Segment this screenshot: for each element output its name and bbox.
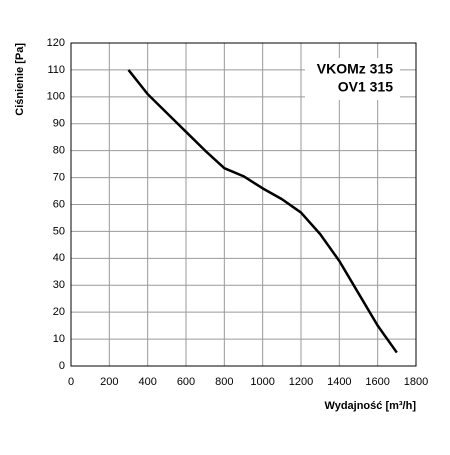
plot-frame [70,42,417,367]
y-axis-label: Ciśnienie [Pa] [14,43,26,116]
y-tick-label: 20 [53,306,65,318]
annotation: VKOMz 315 [317,61,393,77]
x-axis-label: Wydajność [m³/h] [325,400,417,412]
annotation: OV1 315 [338,79,393,95]
curve [127,69,398,354]
y-tick-label: 100 [47,91,65,103]
y-tick-label: 10 [53,333,65,345]
y-tick-label: 90 [53,118,65,130]
x-tick-label: 1400 [327,376,351,388]
y-tick-label: 70 [53,171,65,183]
x-tick-label: 800 [215,376,233,388]
x-tick-label: 1600 [365,376,389,388]
x-tick-label: 200 [100,376,118,388]
y-tick-label: 110 [47,64,65,76]
x-tick-label: 0 [68,376,74,388]
y-tick-label: 50 [53,225,65,237]
y-tick-label: 80 [53,145,65,157]
x-tick-label: 600 [177,376,195,388]
x-tick-label: 1000 [250,376,274,388]
y-tick-label: 40 [53,252,65,264]
y-tick-label: 0 [59,360,65,372]
y-tick-label: 30 [53,279,65,291]
x-tick-label: 1800 [404,376,428,388]
y-tick-label: 60 [53,198,65,210]
annotation-box [305,58,400,100]
x-tick-label: 400 [138,376,156,388]
y-tick-label: 120 [47,37,65,49]
x-tick-label: 1200 [289,376,313,388]
